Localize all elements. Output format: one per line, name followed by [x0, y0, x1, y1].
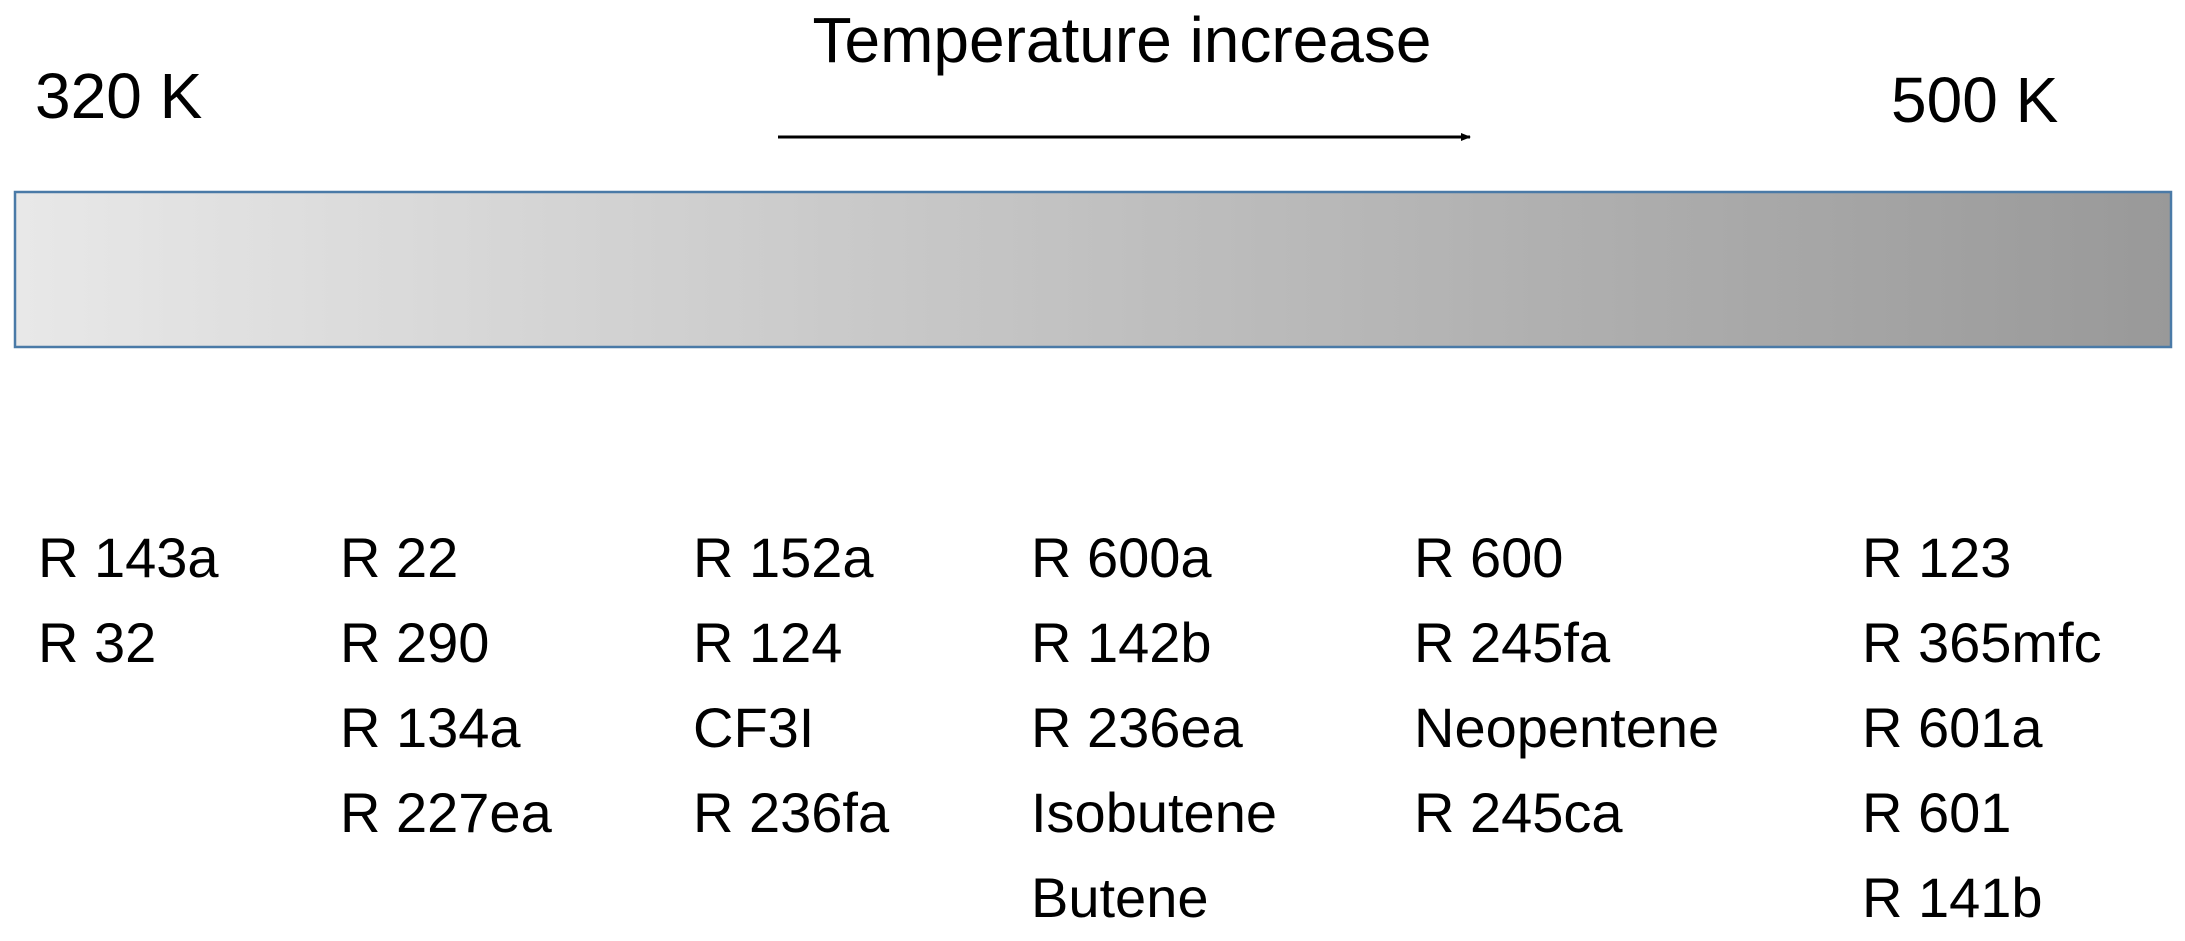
refrigerant: Butene	[1031, 866, 1209, 929]
low-label: 320 K	[35, 60, 202, 132]
refrigerant: R 245ca	[1414, 781, 1623, 844]
refrigerant: R 142b	[1031, 611, 1212, 674]
refrigerant: R 601a	[1862, 696, 2043, 759]
refrigerant: R 143a	[38, 526, 219, 589]
refrigerant: R 22	[340, 526, 458, 589]
refrigerant: R 600	[1414, 526, 1563, 589]
refrigerant: Isobutene	[1031, 781, 1277, 844]
refrigerant: R 124	[693, 611, 842, 674]
refrigerant: R 141b	[1862, 866, 2043, 929]
refrigerant: Neopentene	[1414, 696, 1719, 759]
columns: R 143a R 32 R 22 R 290 R 134a R 227ea R 152a R …	[38, 526, 2102, 929]
refrigerant: R 123	[1862, 526, 2011, 589]
refrigerant: R 290	[340, 611, 489, 674]
temperature-bar	[13, 190, 2173, 349]
refrigerant: R 600a	[1031, 526, 1212, 589]
title: Temperature increase	[813, 4, 1432, 76]
refrigerant: R 152a	[693, 526, 874, 589]
refrigerant: R 245fa	[1414, 611, 1611, 674]
refrigerant: R 227ea	[340, 781, 553, 844]
refrigerant: R 32	[38, 611, 156, 674]
refrigerant: R 236fa	[693, 781, 890, 844]
refrigerant: R 601	[1862, 781, 2011, 844]
high-label: 500 K	[1891, 64, 2058, 136]
refrigerant: R 365mfc	[1862, 611, 2102, 674]
refrigerant: CF3I	[693, 696, 814, 759]
refrigerant: R 134a	[340, 696, 521, 759]
refrigerant: R 236ea	[1031, 696, 1244, 759]
